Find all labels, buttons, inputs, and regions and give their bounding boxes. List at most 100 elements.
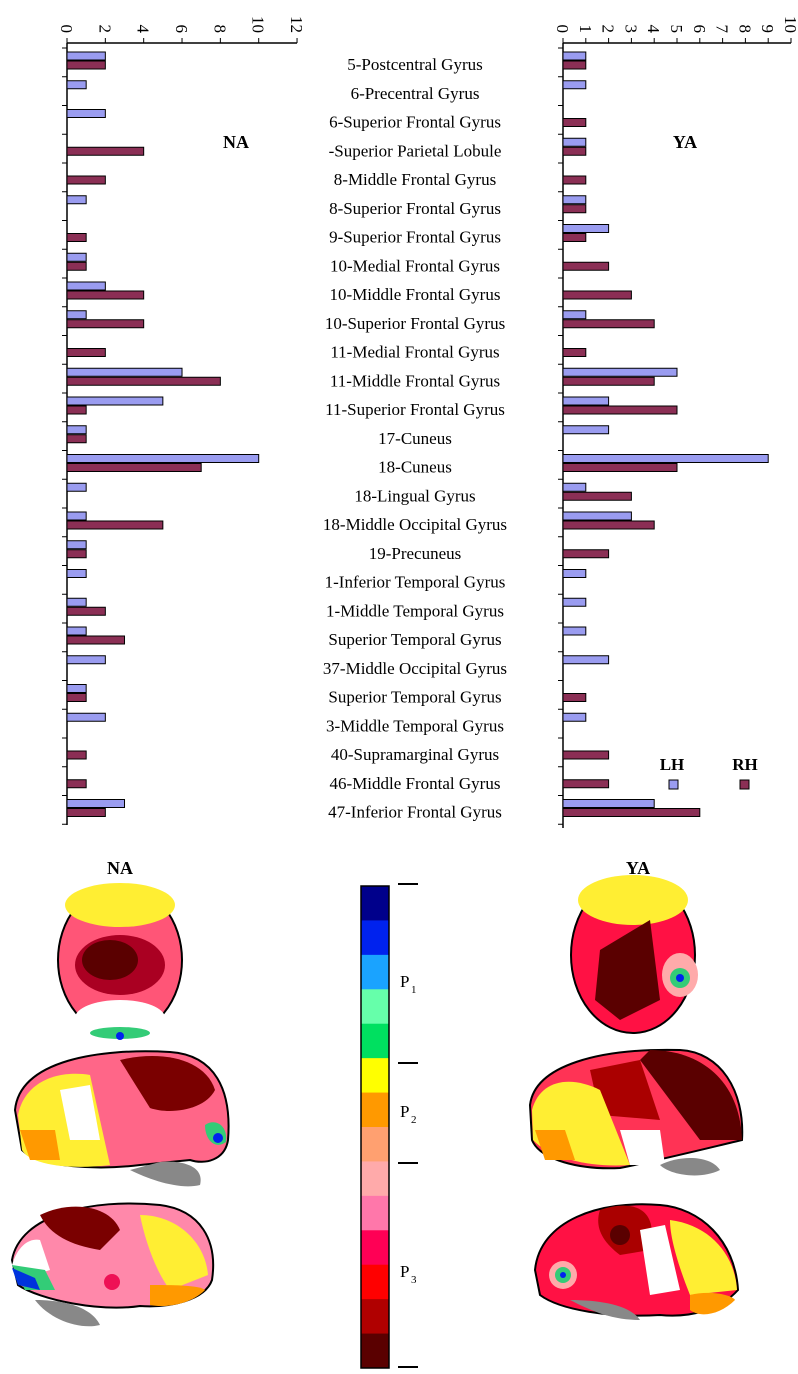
ya-bar-lh <box>562 310 587 320</box>
ya-brain-top-view <box>570 875 698 1034</box>
ya-bar-rh <box>562 146 587 156</box>
na-bar-lh <box>66 252 87 262</box>
region-label: 11-Superior Frontal Gyrus <box>325 400 505 419</box>
ya-bar-lh <box>562 712 587 722</box>
region-label: 9-Superior Frontal Gyrus <box>329 228 501 247</box>
na-bar-lh <box>66 569 87 578</box>
na-bar-lh <box>66 109 106 118</box>
colorbar-ticks <box>398 883 418 1368</box>
region-label: 8-Superior Frontal Gyrus <box>329 199 501 218</box>
ya-bar-rh <box>562 376 655 386</box>
ya-bar-rh <box>562 779 610 789</box>
region-label: 19-Precuneus <box>369 544 462 563</box>
na-brain-top-view <box>57 883 183 1040</box>
ya-bar-lh <box>562 511 632 521</box>
ya-tick-label: 2 <box>599 25 618 34</box>
ya-bar-lh <box>562 425 610 435</box>
na-bar-rh <box>66 348 106 357</box>
ya-bar-lh <box>562 597 587 607</box>
region-label: 11-Medial Frontal Gyrus <box>330 343 499 362</box>
ya-bar-lh <box>562 51 587 61</box>
region-label: 18-Lingual Gyrus <box>354 486 475 505</box>
region-label: Superior Temporal Gyrus <box>328 688 501 707</box>
ya-bar-rh <box>562 808 701 817</box>
na-bar-rh <box>66 261 87 271</box>
ya-tick-label: 10 <box>781 16 798 33</box>
na-tick-label: 4 <box>134 25 153 34</box>
ya-bar-rh <box>562 405 678 415</box>
na-bar-rh <box>66 549 87 559</box>
svg-text:3: 3 <box>411 1274 417 1286</box>
na-bar-lh <box>66 540 87 550</box>
colorbar-swatch <box>361 989 389 1025</box>
color-scale-bar <box>360 885 390 1369</box>
ya-tick-label: 7 <box>713 25 732 34</box>
na-bar-lh <box>66 425 87 435</box>
region-label: 18-Cuneus <box>378 458 452 477</box>
colorbar-label-p2: P 2 <box>400 1102 417 1126</box>
na-bar-rh <box>66 779 87 789</box>
na-bar-rh <box>66 693 87 702</box>
na-tick-label: 8 <box>210 25 229 34</box>
na-bar-lh <box>66 482 87 492</box>
na-bar-rh <box>66 434 87 444</box>
na-bar-lh <box>66 195 87 205</box>
na-bar-rh <box>66 750 87 760</box>
na-bar-lh <box>66 626 87 636</box>
ya-bar-rh <box>562 233 587 242</box>
na-brain-left-lateral-view <box>13 1050 230 1187</box>
na-tick-label: 0 <box>57 25 76 34</box>
svg-text:1: 1 <box>411 984 417 996</box>
ya-bar-lh <box>562 367 678 377</box>
na-bar-lh <box>66 80 87 90</box>
ya-bar-rh <box>562 60 587 70</box>
colorbar-swatch <box>361 954 389 990</box>
region-label: 18-Middle Occipital Gyrus <box>323 515 507 534</box>
region-label: 8-Middle Frontal Gyrus <box>334 170 496 189</box>
region-label: -Superior Parietal Lobule <box>329 141 502 160</box>
ya-bar-rh <box>562 204 587 214</box>
ya-tick-label: 0 <box>553 25 572 34</box>
na-bar-rh <box>66 635 126 645</box>
svg-text:P: P <box>400 972 409 991</box>
brain-map-title-ya: YA <box>626 858 650 878</box>
ya-bar-lh <box>562 454 769 463</box>
na-bar-lh <box>66 310 87 320</box>
colorbar-frame <box>360 885 390 1369</box>
ya-bar-lh <box>562 569 587 578</box>
ya-bar-rh <box>562 491 632 501</box>
legend-label-lh: LH <box>660 755 685 774</box>
colorbar-label-p1: P 1 <box>400 972 417 996</box>
na-bar-lh <box>66 712 106 722</box>
ya-bar-rh <box>562 463 678 472</box>
ya-bar-lh <box>562 137 587 147</box>
na-bar-rh <box>66 405 87 415</box>
na-brain-right-lateral-view <box>10 1202 215 1327</box>
ya-bar-rh <box>562 290 632 300</box>
ya-bar-rh <box>562 750 610 760</box>
ya-panel-title: YA <box>673 132 697 152</box>
ya-tick-label: 5 <box>667 25 686 34</box>
region-labels: 5-Postcentral Gyrus 6-Precentral Gyrus 6-S… <box>323 55 507 822</box>
region-label: Superior Temporal Gyrus <box>328 630 501 649</box>
ya-bar-rh <box>562 261 610 271</box>
na-bar-lh <box>66 511 87 521</box>
region-label: 47-Inferior Frontal Gyrus <box>328 803 502 822</box>
ya-bar-rh <box>562 175 587 185</box>
colorbar-swatch <box>361 886 389 921</box>
chart-legend: LH RH <box>660 755 758 790</box>
ya-brain-left-lateral-view <box>528 1048 744 1176</box>
ya-bar-lh <box>562 799 655 808</box>
na-tick-label: 6 <box>172 25 191 34</box>
na-bar-rh <box>66 290 145 300</box>
na-bar-rh <box>66 60 106 70</box>
na-bar-rh <box>66 463 202 472</box>
na-bar-rh <box>66 808 106 817</box>
na-tick-label: 12 <box>287 16 306 33</box>
colorbar-swatch <box>361 1161 389 1197</box>
region-label: 1-Middle Temporal Gyrus <box>326 601 504 620</box>
region-label: 40-Supramarginal Gyrus <box>331 745 499 764</box>
region-label: 5-Postcentral Gyrus <box>347 55 483 74</box>
ya-bar-rh <box>562 693 587 702</box>
